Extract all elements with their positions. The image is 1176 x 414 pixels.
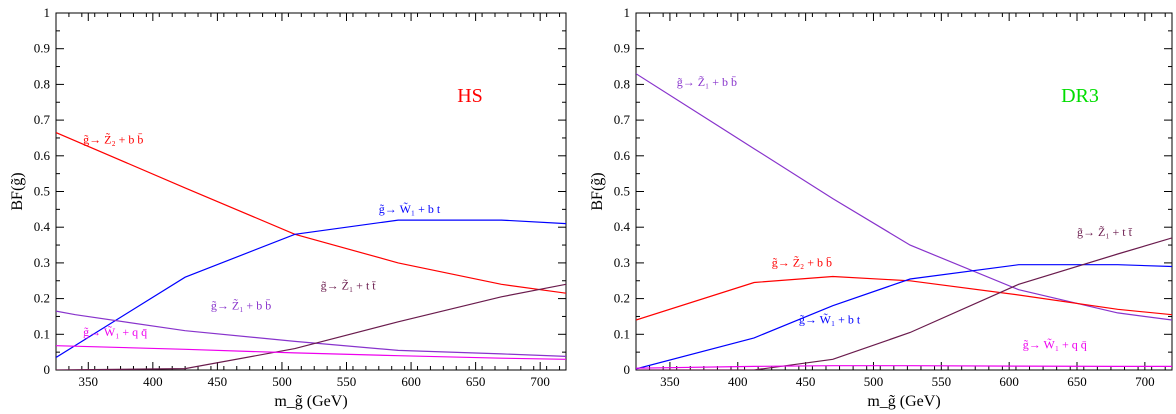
- y-tick-label: 0.1: [34, 326, 50, 341]
- series-label-4: g̃→ W̃₁ + q q̄: [1023, 337, 1087, 351]
- y-tick-label: 0.8: [34, 76, 50, 91]
- y-tick-label: 0.5: [614, 184, 630, 199]
- series-line-3: [636, 237, 1172, 370]
- x-tick-label: 600: [401, 374, 421, 389]
- panel-title: HS: [457, 85, 483, 107]
- panel-title: DR3: [1061, 85, 1099, 107]
- series-label-3: g̃→ Z̃₁ + t t̄: [1077, 225, 1133, 239]
- series-line-0: [56, 132, 566, 294]
- series-label-1: g̃→ Z̃₂ + b b̄: [772, 255, 832, 269]
- series-label-4: g̃→ W̃₁ + q q̄: [83, 325, 147, 339]
- series-line-4: [56, 345, 566, 360]
- x-axis-label: m_g̃ (GeV): [867, 393, 940, 410]
- y-tick-label: 0: [44, 362, 51, 377]
- series-label-3: g̃→ Z̃₁ + t t̄: [321, 278, 377, 292]
- series-label-0: g̃→ Z̃₁ + b b̄: [677, 75, 737, 89]
- x-tick-label: 500: [272, 374, 292, 389]
- x-tick-label: 550: [932, 374, 952, 389]
- x-tick-label: 400: [728, 374, 748, 389]
- x-tick-label: 650: [466, 374, 486, 389]
- x-tick-label: 350: [79, 374, 99, 389]
- x-tick-label: 700: [1135, 374, 1155, 389]
- x-tick-label: 400: [143, 374, 163, 389]
- y-tick-label: 0.7: [34, 112, 51, 127]
- y-tick-label: 0.2: [614, 291, 630, 306]
- x-tick-label: 500: [864, 374, 884, 389]
- y-tick-label: 0.6: [614, 148, 631, 163]
- y-tick-label: 1: [44, 5, 51, 20]
- series-line-1: [636, 275, 1172, 321]
- y-tick-label: 0.9: [34, 41, 50, 56]
- x-tick-label: 550: [337, 374, 357, 389]
- y-tick-label: 0.3: [34, 255, 50, 270]
- series-line-0: [636, 73, 1172, 321]
- series-line-2: [636, 264, 1172, 370]
- y-tick-label: 0.6: [34, 148, 51, 163]
- y-tick-label: 0.4: [34, 219, 51, 234]
- x-tick-label: 350: [660, 374, 680, 389]
- series-line-3: [56, 283, 566, 370]
- y-tick-label: 0.5: [34, 184, 50, 199]
- y-tick-label: 0.2: [34, 291, 50, 306]
- x-axis-label: m_g̃ (GeV): [274, 393, 347, 410]
- series-line-2: [56, 310, 566, 357]
- series-label-1: g̃→ W̃₁ + b t: [379, 202, 441, 216]
- y-tick-label: 0: [624, 362, 631, 377]
- y-tick-label: 0.3: [614, 255, 630, 270]
- plot-frame: [55, 12, 567, 371]
- y-tick-label: 0.7: [614, 112, 631, 127]
- x-tick-label: 700: [530, 374, 550, 389]
- series-label-2: g̃→ W̃₁ + b t: [799, 312, 861, 326]
- x-tick-label: 600: [999, 374, 1019, 389]
- series-label-2: g̃→ Z̃₁ + b b̄: [211, 298, 271, 312]
- y-axis-label: BF(g̃): [589, 172, 606, 210]
- series-line-4: [636, 365, 1172, 369]
- y-tick-label: 0.4: [614, 219, 631, 234]
- panel-dr3: 0 0.1 0.2 0.3 0.4 0.5 0.6 0.7 0.8 0.9 1 350 400 450 50…: [589, 5, 1173, 410]
- series-line-1: [56, 219, 566, 359]
- series-label-0: g̃→ Z̃₂ + b b̄: [83, 132, 143, 146]
- y-tick-label: 0.8: [614, 76, 630, 91]
- y-tick-label: 1: [624, 5, 631, 20]
- x-tick-label: 450: [796, 374, 816, 389]
- x-tick-label: 450: [208, 374, 228, 389]
- plot-frame: [635, 12, 1173, 371]
- y-tick-label: 0.1: [614, 326, 630, 341]
- panel-hs: 0 0.1 0.2 0.3 0.4 0.5 0.6 0.7 0.8 0.9 1 350 400 450 50…: [9, 5, 567, 410]
- y-tick-label: 0.9: [614, 41, 630, 56]
- y-axis-label: BF(g̃): [9, 172, 26, 210]
- x-tick-label: 650: [1067, 374, 1087, 389]
